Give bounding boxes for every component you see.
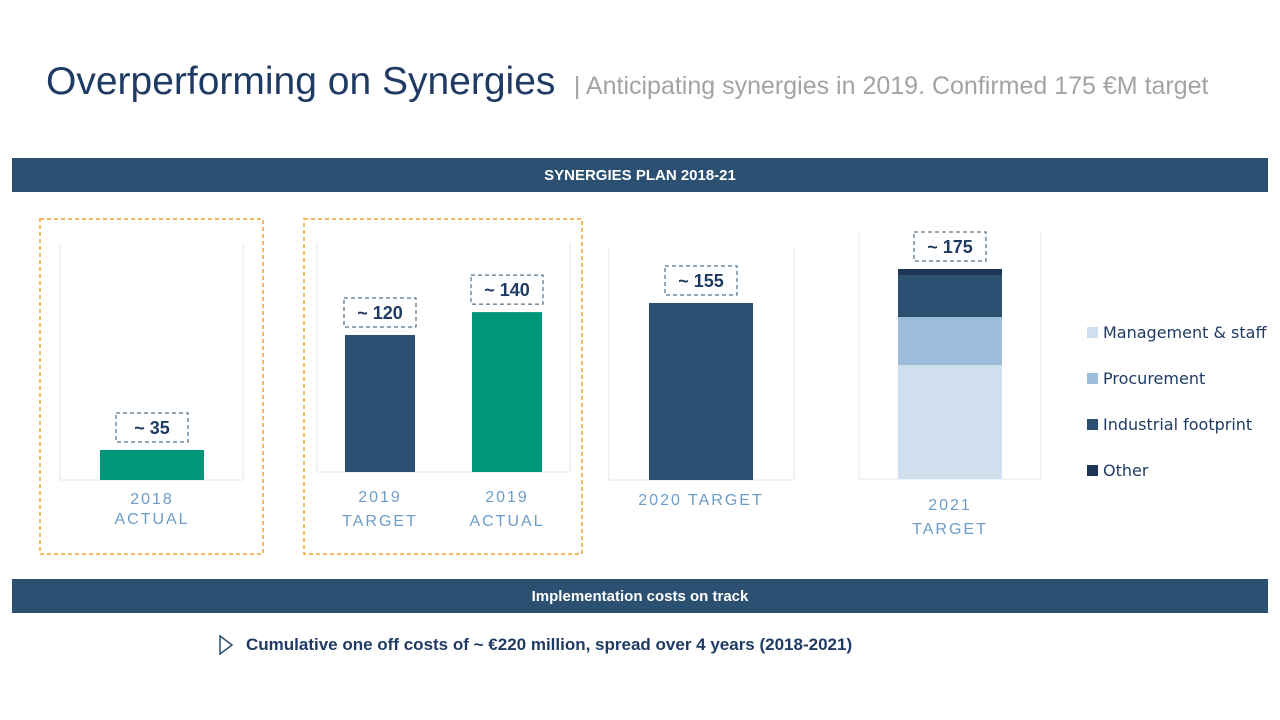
bullet-text: Cumulative one off costs of ~ €220 milli…: [246, 635, 853, 654]
implementation-costs-banner: Implementation costs on track: [12, 579, 1268, 613]
page-title: Overperforming on Synergies: [46, 60, 556, 103]
synergies-chart: ~ 35 2018 ACTUAL ~ 120 2019 TARGET ~ 140 2019 AC…: [39, 218, 1267, 555]
title-row: Overperforming on Synergies | Anticipati…: [46, 60, 1209, 104]
legend-label-industrial-footprint: Industrial footprint: [1103, 415, 1252, 434]
bar-2019-actual: [472, 312, 542, 472]
data-label-2021-target: ~ 175: [927, 237, 973, 257]
bar-segment-procurement: [898, 317, 1002, 365]
bar-segment-other: [898, 269, 1002, 275]
value-box-2021-target: [913, 231, 987, 262]
legend-swatch-management-staff: [1087, 327, 1098, 338]
triangle-right-icon: [219, 634, 234, 656]
legend-label-management-staff: Management & staff: [1103, 323, 1267, 342]
legend-label-other: Other: [1103, 461, 1149, 480]
bar-segment-industrial-footprint: [898, 275, 1002, 317]
legend-label-procurement: Procurement: [1103, 369, 1205, 388]
value-box-2019-actual: [470, 274, 544, 305]
bar-2019-target: [345, 334, 415, 472]
chart-frame-2018-actual: [59, 245, 244, 481]
category-label-2019-target: TARGET: [342, 513, 418, 530]
data-label-2020-target: ~ 155: [678, 271, 724, 291]
legend-swatch-procurement: [1087, 373, 1098, 384]
category-label-2018-actual: 2018: [130, 491, 174, 508]
bar-2020-target: [649, 302, 753, 480]
category-label-2019-actual: ACTUAL: [469, 513, 544, 530]
value-box-2018-actual: [115, 412, 189, 443]
bar-segment-management-staff: [898, 365, 1002, 479]
data-label-2019-actual: ~ 140: [484, 280, 530, 300]
category-label-2018-actual: ACTUAL: [114, 511, 189, 528]
bullet-item: Cumulative one off costs of ~ €220 milli…: [218, 634, 852, 656]
bar-2018-actual: [100, 450, 204, 480]
data-label-2019-target: ~ 120: [357, 303, 403, 323]
category-label-2019-target: 2019: [358, 489, 402, 506]
data-label-2018-actual: ~ 35: [134, 418, 170, 438]
chart-frame-2019-target: [316, 243, 571, 473]
synergies-plan-banner: SYNERGIES PLAN 2018-21: [12, 158, 1268, 192]
legend-swatch-industrial-footprint: [1087, 419, 1098, 430]
value-box-2019-target: [343, 297, 417, 328]
category-label-2020-target: 2020 TARGET: [638, 492, 763, 509]
category-label-2019-actual: 2019: [485, 489, 529, 506]
highlight-box-2019: [303, 218, 583, 555]
page-subtitle: | Anticipating synergies in 2019. Confir…: [573, 72, 1209, 100]
legend-swatch-other: [1087, 465, 1098, 476]
highlight-box-2018: [39, 218, 264, 555]
category-label-2021-target: TARGET: [912, 521, 988, 538]
value-box-2020-target: [664, 265, 738, 296]
category-label-2021-target: 2021: [928, 497, 972, 514]
